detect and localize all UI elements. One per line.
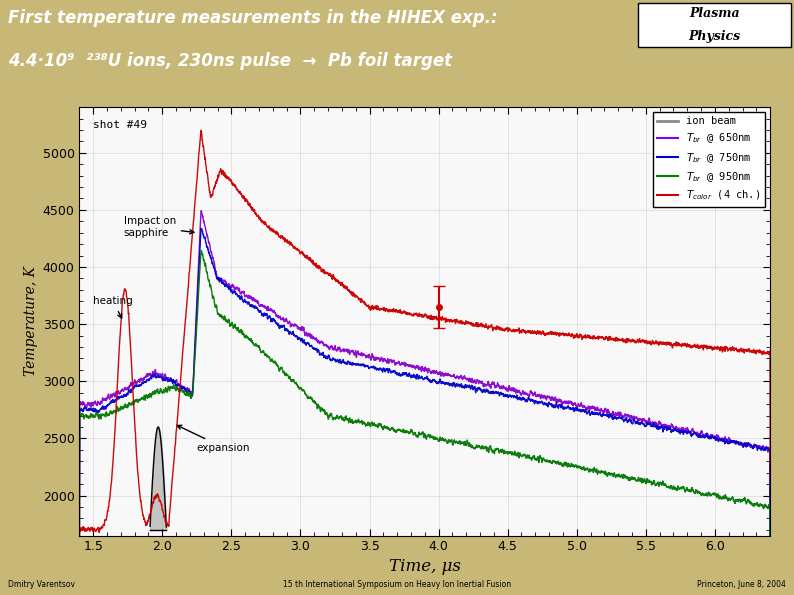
Text: Princeton, June 8, 2004: Princeton, June 8, 2004 <box>697 580 786 589</box>
Text: Plasma: Plasma <box>689 7 740 20</box>
Text: shot #49: shot #49 <box>93 120 147 130</box>
Text: Impact on
sapphire: Impact on sapphire <box>124 216 194 238</box>
Bar <box>638 2 791 48</box>
Text: Dmitry Varentsov: Dmitry Varentsov <box>8 580 75 589</box>
Text: 15 th International Symposium on Heavy Ion Inertial Fusion: 15 th International Symposium on Heavy I… <box>283 580 511 589</box>
Legend: ion beam, $T_{br}$ @ 650nm, $T_{br}$ @ 750nm, $T_{br}$ @ 950nm, $T_{color}$ (4 c: ion beam, $T_{br}$ @ 650nm, $T_{br}$ @ 7… <box>653 112 765 206</box>
Text: heating: heating <box>93 296 133 318</box>
Text: 4.4·10⁹  ²³⁸U ions, 230ns pulse  →  Pb foil target: 4.4·10⁹ ²³⁸U ions, 230ns pulse → Pb foil… <box>8 52 452 70</box>
Text: Physics: Physics <box>688 30 741 43</box>
Text: expansion: expansion <box>177 425 250 453</box>
Text: First temperature measurements in the HIHEX exp.:: First temperature measurements in the HI… <box>8 9 498 27</box>
Y-axis label: Temperature, K: Temperature, K <box>25 267 38 376</box>
X-axis label: Time, μs: Time, μs <box>389 558 461 575</box>
